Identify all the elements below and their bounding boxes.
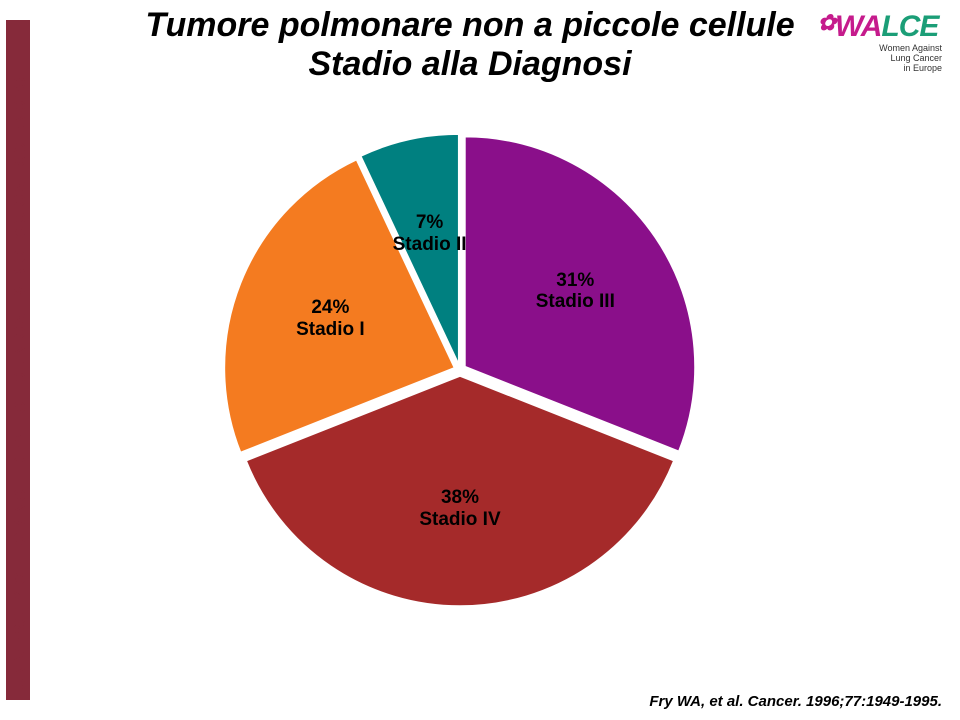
title-line-1: Tumore polmonare non a piccole cellule [60, 6, 880, 45]
butterfly-icon: ✿ [818, 10, 835, 35]
pie-svg [220, 130, 700, 610]
logo-wordmark: ✿WALCE [808, 10, 948, 44]
sidebar-affiliation: UNIVERSTY OF TORINO – DEPT. OF CLINICAL … [10, 77, 30, 690]
title-line-2: Stadio alla Diagnosi [60, 45, 880, 84]
pie-chart: 31%Stadio III38%Stadio IV24%Stadio I7%St… [220, 130, 700, 610]
page-title: Tumore polmonare non a piccole cellule S… [60, 6, 880, 84]
citation: Fry WA, et al. Cancer. 1996;77:1949-1995… [649, 693, 942, 710]
walce-logo: ✿WALCE Women Against Lung Cancer in Euro… [808, 10, 948, 74]
logo-tagline-3: in Europe [808, 64, 948, 74]
